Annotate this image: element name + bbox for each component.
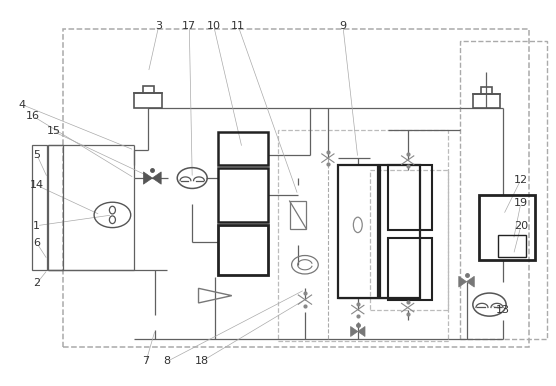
Text: 1: 1 — [33, 221, 40, 231]
Bar — [481, 87, 492, 94]
Bar — [278, 130, 448, 342]
Polygon shape — [351, 327, 358, 337]
Polygon shape — [152, 172, 161, 184]
Bar — [388, 238, 431, 300]
Text: 7: 7 — [142, 356, 150, 366]
Text: 12: 12 — [514, 174, 528, 185]
Bar — [370, 170, 448, 310]
Text: 3: 3 — [155, 21, 162, 31]
Bar — [473, 94, 500, 108]
Text: 19: 19 — [514, 198, 528, 208]
Bar — [479, 195, 535, 260]
Text: 14: 14 — [29, 180, 44, 190]
Polygon shape — [459, 276, 466, 287]
Text: 15: 15 — [46, 127, 61, 137]
Bar — [62, 29, 529, 347]
Polygon shape — [143, 172, 152, 184]
Text: 4: 4 — [18, 100, 26, 110]
Polygon shape — [466, 276, 474, 287]
Text: 2: 2 — [33, 278, 40, 288]
Bar — [388, 165, 431, 230]
Text: 17: 17 — [182, 21, 196, 31]
Text: 6: 6 — [33, 238, 40, 248]
Text: 9: 9 — [339, 21, 346, 31]
Bar — [48, 145, 62, 270]
Bar — [135, 93, 162, 108]
Text: 5: 5 — [33, 149, 40, 159]
Text: 8: 8 — [163, 356, 171, 366]
Bar — [380, 165, 420, 298]
Text: 16: 16 — [26, 111, 40, 121]
Bar — [142, 86, 154, 93]
Text: 20: 20 — [514, 221, 528, 231]
Polygon shape — [358, 327, 365, 337]
Bar — [218, 132, 268, 165]
Bar — [218, 225, 268, 275]
Bar — [218, 168, 268, 222]
Text: 13: 13 — [495, 305, 510, 315]
Bar — [460, 41, 547, 339]
Bar — [290, 201, 306, 229]
Text: 18: 18 — [195, 356, 208, 366]
Bar — [498, 235, 527, 257]
Bar — [338, 165, 378, 298]
Text: 10: 10 — [207, 21, 221, 31]
Text: 11: 11 — [231, 21, 245, 31]
Bar — [32, 145, 47, 270]
